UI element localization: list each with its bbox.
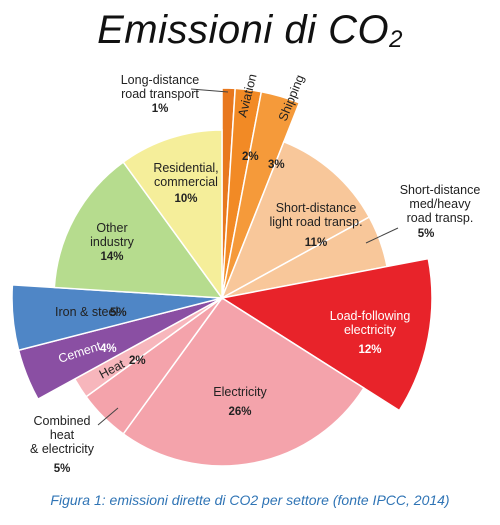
label-load-following-electricity: Load-following electricity: [330, 309, 411, 337]
value-shipping: 3%: [268, 159, 285, 171]
value-other-industry: 14%: [100, 251, 123, 263]
callout-line-combined-heat-electricity: [97, 407, 119, 426]
label-long-distance-road-transport: Long-distance road transport: [121, 73, 200, 101]
slice-electricity: [122, 296, 365, 467]
label-other-industry: Other industry: [90, 221, 135, 249]
value-electricity: 26%: [228, 406, 251, 418]
slice-residential-commercial: [122, 129, 223, 301]
callout-line-long-distance-road-transport: [190, 88, 229, 93]
value-combined-heat-electricity: 5%: [54, 463, 71, 475]
slice-load-following-electricity: [219, 257, 433, 412]
slice-iron-steel: [11, 284, 223, 352]
value-short-distance-light-road-transp: 11%: [305, 237, 327, 249]
value-cement: 4%: [100, 343, 117, 355]
slice-shipping: [221, 90, 301, 299]
label-combined-heat-electricity: Combined heat & electricity: [30, 414, 95, 456]
label-iron-steel: Iron & steel: [55, 305, 118, 319]
value-residential-commercial: 10%: [174, 193, 197, 205]
label-electricity: Electricity: [213, 385, 267, 399]
value-long-distance-road-transport: 1%: [152, 103, 169, 115]
label-short-distance-med-heavy-road-transp: Short-distance med/heavy road transp.: [400, 183, 481, 225]
slice-short-distance-light-road-transp: [220, 140, 371, 300]
value-heat: 2%: [129, 355, 146, 367]
value-load-following-electricity: 12%: [358, 344, 381, 356]
slice-other-industry: [53, 161, 224, 299]
figure-caption: Figura 1: emissioni dirette di CO2 per s…: [50, 492, 450, 508]
chart-title: Emissioni di CO2: [97, 8, 403, 53]
label-residential-commercial: Residential, commercial: [153, 161, 218, 189]
callout-line-short-distance-med-heavy-road-transp: [365, 227, 399, 244]
value-short-distance-med-heavy-road-transp: 5%: [418, 228, 435, 240]
label-short-distance-light-road-transp: Short-distance light road transp.: [269, 201, 362, 229]
value-aviation: 2%: [242, 151, 259, 163]
value-iron-steel: 5%: [110, 307, 127, 319]
